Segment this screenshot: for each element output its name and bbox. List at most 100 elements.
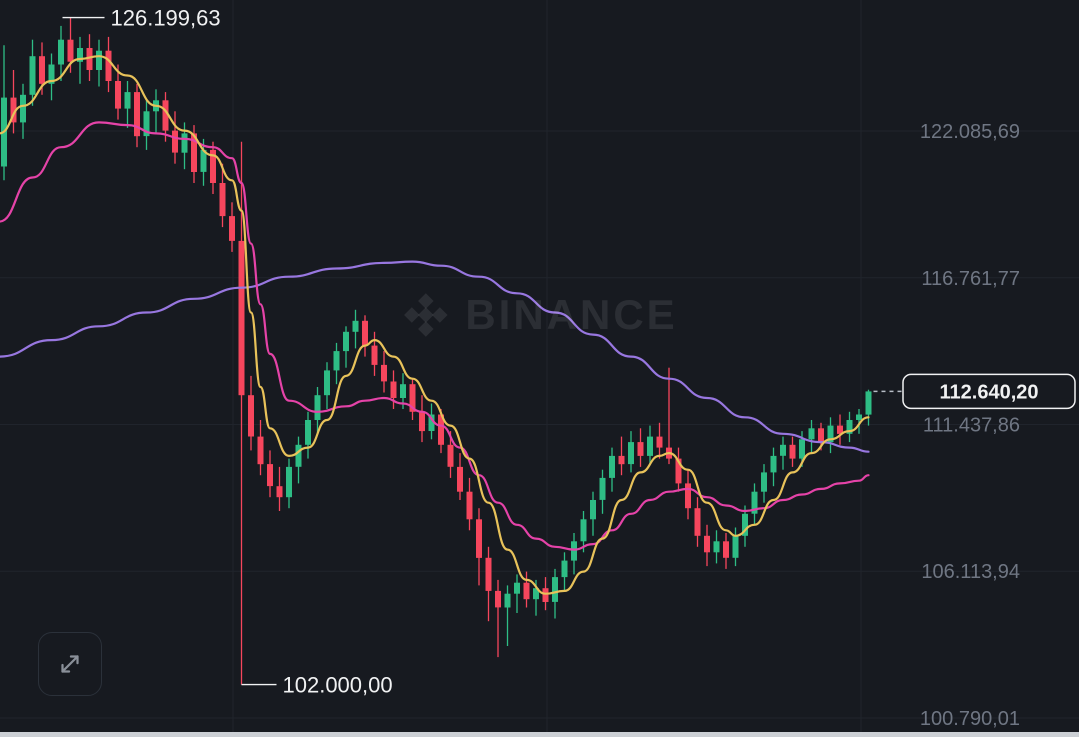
candle-body [124,92,131,109]
candle-body [352,320,359,332]
candle-body [466,491,473,520]
candle-body [134,92,140,137]
candle-body [96,50,102,70]
candle-body [694,508,701,536]
candle-body [704,535,710,553]
candle-body [599,477,606,500]
candle-body [751,491,758,514]
price-axis-label: 106.113,94 [921,561,1020,583]
candle-body [533,588,539,600]
candle-body [390,381,397,398]
candle-body [67,39,74,62]
candle-body [295,444,302,467]
candle-body [485,557,492,591]
candle-body [333,351,340,371]
candle-body [457,466,463,492]
fullscreen-button[interactable] [38,632,102,696]
candle-body [10,97,17,123]
candle-body [162,100,169,131]
price-axis-label: 122.085,69 [920,121,1020,143]
candle-body [143,111,150,137]
candles [1,17,872,685]
candle-body [523,582,530,600]
candle-body [314,395,321,420]
bottom-edge-bar [0,732,1079,737]
candle-body [276,486,283,498]
candle-body [343,331,349,352]
candle-body [447,444,454,467]
candle-body [637,442,644,456]
candle-body [580,519,587,542]
candle-body [723,541,729,558]
candle-body [656,436,663,448]
candle-body [419,411,425,432]
candle-body [742,513,748,536]
candle-body [267,464,273,487]
candle-body [808,428,815,440]
candle-body [590,500,596,520]
candle-body [789,444,796,459]
candle-body [818,428,824,443]
candle-body [428,414,435,431]
price-axis-label: 111.437,86 [923,415,1020,437]
candle-body [238,240,245,396]
candle-body [58,39,64,65]
candle-body [504,593,511,608]
ma-fast-yellow [0,55,870,595]
high-marker-label: 126.199,63 [111,6,221,31]
candle-body [200,149,207,172]
candle-body [105,50,112,81]
current-price[interactable]: 112.640,20 [873,373,1076,410]
candle-body [495,590,501,608]
candle-body [628,442,634,465]
candle-body [286,466,292,498]
candle-body [609,455,615,478]
candle-body [229,216,235,241]
candle-body [381,364,387,382]
candle-body [29,56,36,95]
candle-body [675,458,682,484]
annotations: 126.199,63 102.000,00 [62,6,393,698]
candle-body [77,48,83,62]
candle-body [257,436,264,465]
candle-body [210,149,216,183]
current-price-box [902,373,1076,410]
candle-body [172,130,178,153]
candle-body [552,577,558,602]
candle-body [514,582,520,594]
candle-body [685,483,691,509]
candle-body [837,425,843,434]
candle-body [846,420,853,434]
candle-body [115,81,121,109]
candle-body [542,588,549,602]
price-axis[interactable]: 122.085,69 116.761,77 111.437,86 106.113,94… [920,121,1020,730]
candle-body [476,519,482,558]
candle-body [713,541,720,553]
candle-body [181,133,188,153]
candle-body [400,384,406,398]
candle-body [571,541,577,561]
candle-body [647,436,653,456]
candle-body [409,384,416,412]
candle-body [732,535,739,558]
candle-body [362,320,368,346]
candle-body [438,414,444,445]
price-axis-label: 116.761,77 [921,268,1020,290]
candle-body [248,395,254,437]
candle-body [770,455,777,473]
ma-mid-pink [0,121,870,551]
candle-body [48,64,55,84]
ma-lines [0,55,870,595]
current-price-label: 112.640,20 [940,381,1039,403]
candle-body [305,420,311,445]
expand-icon [55,649,85,679]
candle-body [20,94,26,123]
candle-body [856,414,862,420]
ma-slow-purple [0,260,870,453]
price-axis-label: 100.790,01 [920,708,1020,730]
candle-body [324,370,330,396]
candle-body [618,455,625,465]
